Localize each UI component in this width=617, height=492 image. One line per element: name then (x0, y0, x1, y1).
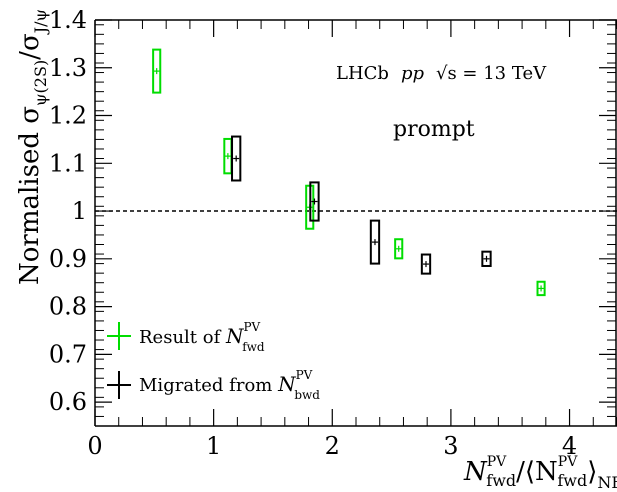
annotation-experiment-line: LHCb pp √s = 13 TeV (336, 63, 547, 84)
legend-label-result-sym: N (225, 324, 245, 348)
x-axis-label-n2-sub: fwd (557, 471, 587, 490)
annotation-experiment: LHCb (336, 63, 389, 84)
legend-entry-result: Result of NPV fwd (107, 320, 265, 354)
x-axis-label-n2-sup: PV (558, 454, 578, 470)
y-axis-label-sub1: ψ(2S) (31, 60, 50, 106)
y-tick-label: 1 (72, 197, 87, 225)
legend-label-result-sub: fwd (242, 340, 265, 354)
x-tick-label: 1 (206, 432, 221, 460)
y-axis-label: Normalised σψ(2S)/σJ/ψ (15, 9, 50, 285)
legend-label-migrated-sub: bwd (294, 388, 320, 402)
data-point-box (152, 48, 162, 94)
x-tick-label: 3 (443, 432, 458, 460)
y-tick-label: 1.1 (49, 149, 87, 177)
annotation-category: prompt (393, 117, 475, 142)
legend-label-migrated-sym: N (277, 372, 297, 396)
x-axis-label-close-sub: NB (597, 473, 617, 492)
legend-entry-migrated: Migrated from NPV bwd (107, 368, 320, 402)
x-axis-label-close: ⟩ (587, 457, 597, 487)
y-tick-label: 0.9 (49, 245, 87, 273)
series-1 (231, 135, 492, 275)
legend-label-result: Result of NPV fwd (139, 320, 265, 354)
y-tick-label: 1.4 (49, 6, 87, 34)
x-axis-label-n1-sub: fwd (486, 471, 516, 490)
x-axis-label-n1-sup: PV (487, 454, 507, 470)
annotation-system: pp (401, 63, 425, 84)
x-axis-label-mid: /⟨N (516, 457, 558, 487)
y-axis-label-main: Normalised σ (15, 106, 45, 285)
data-point-box (394, 238, 404, 260)
y-tick-label: 0.6 (49, 388, 87, 416)
x-tick-label: 2 (325, 432, 340, 460)
y-axis-label-sub2: J/ψ (31, 9, 50, 35)
x-tick-label: 4 (562, 432, 577, 460)
legend-label-migrated-sup: PV (296, 368, 313, 382)
legend-label-result-sup: PV (243, 320, 260, 334)
legend-label-migrated: Migrated from NPV bwd (139, 368, 320, 402)
legend: Result of NPV fwd Migrated from NPV bwd (107, 320, 320, 402)
data-point-box (481, 250, 492, 267)
x-tick-label: 0 (87, 432, 102, 460)
y-tick-label: 0.8 (49, 293, 87, 321)
axes: 0.6 0.7 0.8 0.9 1 1.1 1.2 1.3 1.4 0 1 2 3 4 (49, 6, 617, 460)
x-axis-label-n1: N (463, 457, 488, 487)
data-point-box (231, 135, 242, 182)
y-axis-label-slash: /σ (15, 33, 45, 60)
data-point-box (420, 253, 432, 275)
legend-label-migrated-text: Migrated from (139, 375, 278, 396)
data-point-box (369, 219, 381, 265)
data-point-box (309, 181, 320, 222)
legend-label-result-text: Result of (139, 327, 226, 348)
series-layer (152, 48, 546, 297)
y-tick-label: 1.3 (49, 54, 87, 82)
data-point-box (536, 280, 546, 297)
y-tick-label: 1.2 (49, 102, 87, 130)
y-tick-label: 0.7 (49, 340, 87, 368)
annotation-energy: √s = 13 TeV (436, 63, 547, 84)
